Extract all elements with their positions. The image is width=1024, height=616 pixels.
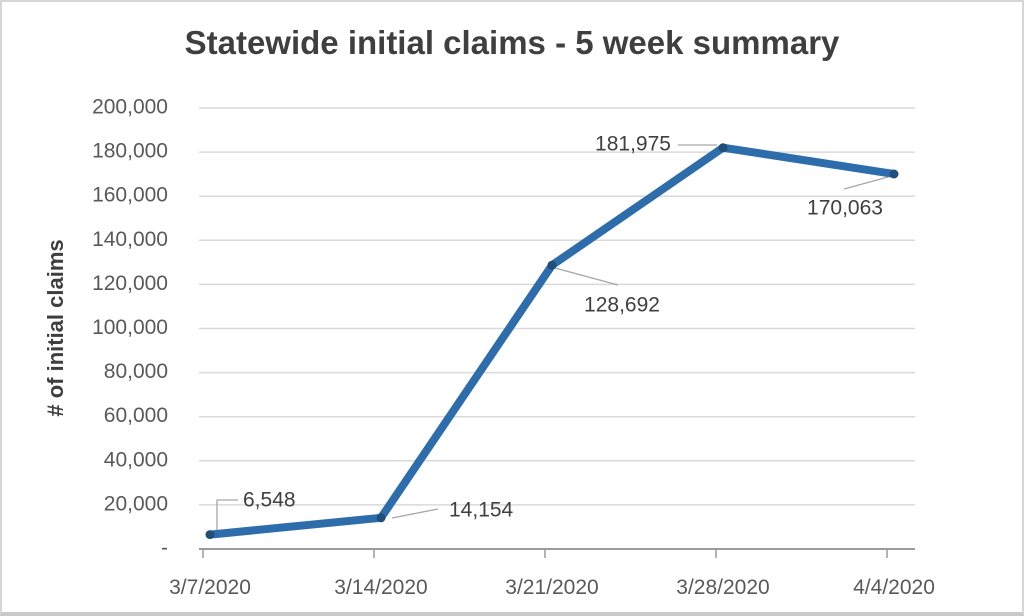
data-point-label: 14,154 [449, 499, 514, 522]
data-point-label: 6,548 [243, 489, 296, 512]
y-axis-tick-label: 120,000 [92, 272, 168, 295]
x-axis-tick-label: 3/21/2020 [505, 576, 598, 599]
data-point-marker [376, 513, 386, 523]
data-label-leader-line [216, 499, 238, 533]
data-point-label: 181,975 [595, 133, 671, 156]
data-point-label: 128,692 [584, 294, 660, 317]
y-axis-tick-label: 140,000 [92, 228, 168, 251]
y-axis-tick-label: 80,000 [104, 360, 168, 383]
x-axis-tick-label: 3/28/2020 [676, 576, 769, 599]
data-point-marker [718, 143, 728, 153]
y-axis-tick-label: 60,000 [104, 404, 168, 427]
x-axis-tick-label: 3/7/2020 [169, 576, 251, 599]
data-point-marker [205, 530, 215, 540]
y-axis-tick-label: 100,000 [92, 316, 168, 339]
data-label-leader-line [554, 267, 619, 286]
x-axis-tick-label: 4/4/2020 [853, 576, 935, 599]
data-label-leader-line [391, 508, 439, 519]
chart-title: Statewide initial claims - 5 week summar… [184, 24, 840, 61]
data-label-leader-line [843, 176, 889, 190]
y-axis-tick-label: 20,000 [104, 492, 168, 515]
y-axis-tick-label: - [161, 537, 168, 560]
data-point-marker [889, 169, 899, 179]
y-axis-tick-label: 200,000 [92, 96, 168, 119]
series-line [206, 143, 898, 539]
y-axis-tick-label: 180,000 [92, 140, 168, 163]
x-axis-tick-label: 3/14/2020 [334, 576, 427, 599]
y-axis-tick-label: 160,000 [92, 184, 168, 207]
data-point-label: 170,063 [807, 197, 883, 220]
data-point-marker [547, 260, 557, 270]
y-axis-tick-label: 40,000 [104, 448, 168, 471]
